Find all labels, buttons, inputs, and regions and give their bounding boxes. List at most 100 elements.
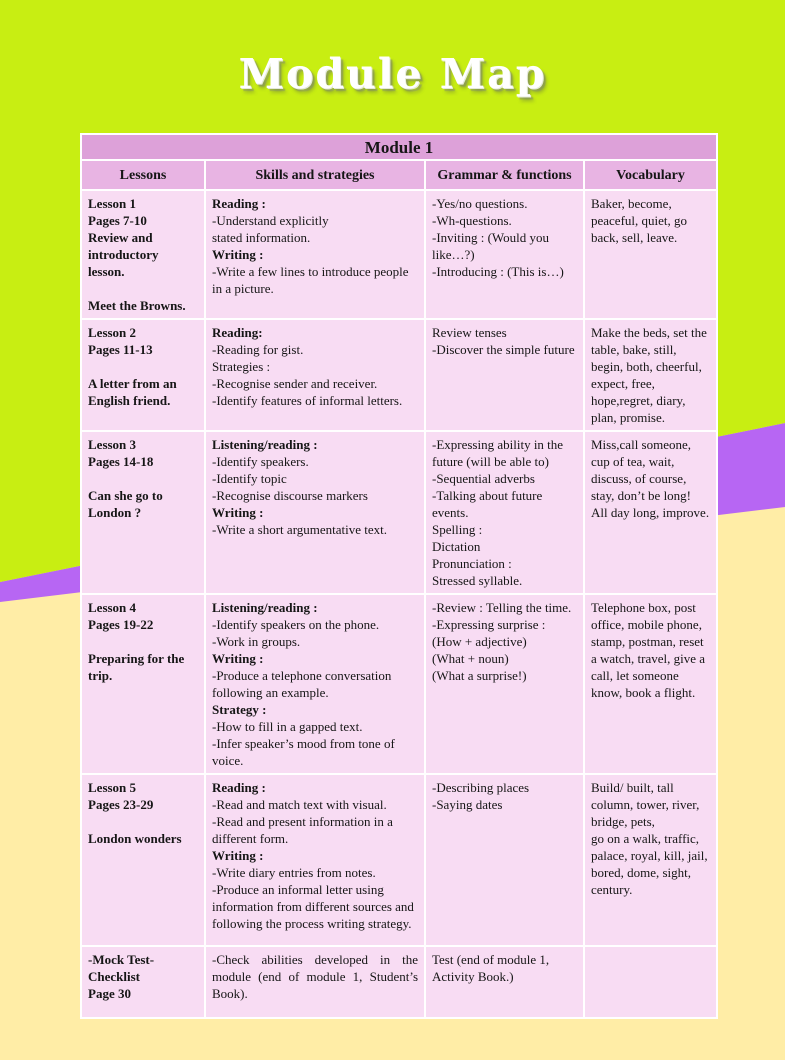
cell-line: -Read and present information in a diffe… xyxy=(212,814,393,846)
table-row: -Mock Test- Checklist Page 30 -Check abilit… xyxy=(82,947,717,1017)
column-header-lessons: Lessons xyxy=(82,161,204,189)
cell-line: (How + adjective) xyxy=(432,634,527,649)
cell-line: Pages 23-29 xyxy=(88,797,154,812)
cell-line: Page 30 xyxy=(88,986,131,1001)
cell-line: -Describing places xyxy=(432,780,530,795)
cell-line: -Saying dates xyxy=(432,797,503,812)
cell-line: -Review : Telling the time. xyxy=(432,600,572,615)
cell-skills: Listening/reading : -Identify speakers. -I… xyxy=(206,432,424,593)
cell-grammar: Test (end of module 1, Activity Book.) xyxy=(426,947,583,1017)
module-title: Module 1 xyxy=(82,135,717,159)
cell-line: Spelling : xyxy=(432,522,483,537)
cell-vocabulary: Make the beds, set the table, bake, stil… xyxy=(585,320,717,430)
cell-line: -Introducing : (This is…) xyxy=(432,264,564,279)
cell-skills: Reading : -Read and match text with visua… xyxy=(206,775,424,945)
cell-line: -Yes/no questions. xyxy=(432,196,528,211)
table-row: Lesson 1 Pages 7-10 Review and introductor… xyxy=(82,191,717,318)
cell-line: -Write diary entries from notes. xyxy=(212,865,376,880)
cell-line: -Produce an informal letter using inform… xyxy=(212,882,414,931)
cell-line xyxy=(88,280,198,297)
cell-lessons: Lesson 3 Pages 14-18 Can she go to London… xyxy=(82,432,204,593)
cell-line xyxy=(88,358,198,375)
cell-lessons: -Mock Test- Checklist Page 30 xyxy=(82,947,204,1017)
cell-skills: Reading: -Reading for gist. Strategies : -R… xyxy=(206,320,424,430)
table-row: Lesson 5 Pages 23-29 London wonders Readin… xyxy=(82,775,717,945)
module-map-table: Module 1 Lessons Skills and strategies G… xyxy=(80,133,719,1019)
cell-line: Pages 19-22 xyxy=(88,617,154,632)
cell-line: Writing : xyxy=(212,651,264,666)
table-body: Lesson 1 Pages 7-10 Review and introductor… xyxy=(82,191,717,1017)
cell-skills: -Check abilities developed in the module… xyxy=(206,947,424,1017)
cell-grammar: Review tenses -Discover the simple future xyxy=(426,320,583,430)
cell-line: Strategy : xyxy=(212,702,267,717)
table-row: Lesson 3 Pages 14-18 Can she go to London… xyxy=(82,432,717,593)
cell-line: Dictation xyxy=(432,539,481,554)
cell-line: Build/ built, tall column, tower, river,… xyxy=(591,780,700,829)
cell-line: Listening/reading : xyxy=(212,600,318,615)
cell-skills: Listening/reading : -Identify speakers on… xyxy=(206,595,424,773)
cell-line: Make the beds, set the table, bake, stil… xyxy=(591,325,707,425)
cell-line: Review and introductory lesson. xyxy=(88,230,159,279)
cell-line: go on a walk, traffic, palace, royal, ki… xyxy=(591,831,708,897)
cell-line: -Mock Test- xyxy=(88,952,155,967)
cell-line: -Write a few lines to introduce people i… xyxy=(212,264,409,296)
cell-line: Checklist xyxy=(88,969,140,984)
cell-line: Lesson 5 xyxy=(88,780,137,795)
cell-line: -How to fill in a gapped text. xyxy=(212,719,363,734)
cell-grammar: -Yes/no questions. -Wh-questions. -Invitin… xyxy=(426,191,583,318)
cell-line: Reading : xyxy=(212,780,266,795)
cell-line: -Expressing ability in the future (will … xyxy=(432,437,564,469)
cell-line: -Check abilities developed in the module… xyxy=(212,952,418,1001)
cell-line: Pages 7-10 xyxy=(88,213,147,228)
cell-skills: Reading : -Understand explicitly stated in… xyxy=(206,191,424,318)
cell-line: Writing : xyxy=(212,247,264,262)
cell-line: Reading: xyxy=(212,325,263,340)
cell-line xyxy=(88,813,198,830)
cell-lessons: Lesson 1 Pages 7-10 Review and introductor… xyxy=(82,191,204,318)
cell-line: -Expressing surprise : xyxy=(432,617,546,632)
cell-line: Can she go to London ? xyxy=(88,488,163,520)
column-header-skills: Skills and strategies xyxy=(206,161,424,189)
cell-line: Pages 14-18 xyxy=(88,454,154,469)
cell-line: Listening/reading : xyxy=(212,437,318,452)
cell-line: Pronunciation : xyxy=(432,556,512,571)
cell-line: Lesson 1 xyxy=(88,196,137,211)
cell-line: A letter from an English friend. xyxy=(88,376,177,408)
column-header-vocabulary: Vocabulary xyxy=(585,161,717,189)
cell-line: -Identify topic xyxy=(212,471,287,486)
cell-line: stated information. xyxy=(212,230,311,245)
column-header-grammar: Grammar & functions xyxy=(426,161,583,189)
cell-line: Lesson 3 xyxy=(88,437,137,452)
cell-line: -Inviting : (Would you like…?) xyxy=(432,230,550,262)
cell-line: Pages 11-13 xyxy=(88,342,153,357)
cell-vocabulary: Baker, become, peaceful, quiet, go back,… xyxy=(585,191,717,318)
cell-vocabulary xyxy=(585,947,717,1017)
cell-line: Review tenses xyxy=(432,325,507,340)
cell-line: Writing : xyxy=(212,848,264,863)
cell-line: (What a surprise!) xyxy=(432,668,527,683)
cell-grammar: -Review : Telling the time. -Expressing s… xyxy=(426,595,583,773)
cell-line: -Recognise discourse markers xyxy=(212,488,368,503)
cell-line: Lesson 2 xyxy=(88,325,137,340)
cell-line: Strategies : xyxy=(212,359,271,374)
module-title-row: Module 1 xyxy=(82,135,717,159)
cell-grammar: -Expressing ability in the future (will … xyxy=(426,432,583,593)
cell-line: -Identify speakers. xyxy=(212,454,309,469)
cell-grammar: -Describing places -Saying dates xyxy=(426,775,583,945)
cell-line: -Wh-questions. xyxy=(432,213,512,228)
cell-line: -Identify speakers on the phone. xyxy=(212,617,380,632)
cell-line: Preparing for the trip. xyxy=(88,651,185,683)
page-title: Module Map xyxy=(238,50,547,98)
cell-line: -Write a short argumentative text. xyxy=(212,522,388,537)
cell-vocabulary: Build/ built, tall column, tower, river,… xyxy=(585,775,717,945)
cell-line: Miss,call someone, cup of tea, wait, dis… xyxy=(591,437,710,520)
cell-lessons: Lesson 2 Pages 11-13 A letter from an Eng… xyxy=(82,320,204,430)
cell-line: London wonders xyxy=(88,831,182,846)
cell-line: Stressed syllable. xyxy=(432,573,523,588)
cell-line: -Sequential adverbs xyxy=(432,471,535,486)
cell-line: Meet the Browns. xyxy=(88,298,186,313)
cell-line: -Recognise sender and receiver. xyxy=(212,376,378,391)
cell-line: -Work in groups. xyxy=(212,634,301,649)
cell-line: -Infer speaker’s mood from tone of voice… xyxy=(212,736,395,768)
cell-line xyxy=(88,470,198,487)
